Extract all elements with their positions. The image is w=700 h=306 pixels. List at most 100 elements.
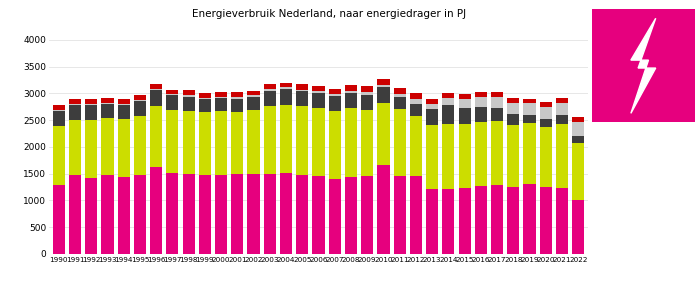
Bar xyxy=(215,92,228,97)
Bar xyxy=(167,173,178,254)
Bar xyxy=(361,95,373,110)
Bar xyxy=(475,186,487,254)
Bar xyxy=(183,95,195,97)
Bar xyxy=(377,79,389,85)
Bar xyxy=(296,90,309,91)
Bar xyxy=(393,176,406,254)
Bar xyxy=(69,175,81,254)
Bar xyxy=(69,99,81,104)
Bar xyxy=(183,111,195,174)
Bar xyxy=(312,91,325,93)
Bar xyxy=(199,93,211,98)
Bar xyxy=(85,99,97,103)
Bar xyxy=(231,112,244,174)
Bar xyxy=(458,188,470,254)
Bar xyxy=(361,92,373,95)
Bar xyxy=(491,185,503,254)
Bar xyxy=(475,107,487,122)
Bar xyxy=(118,105,130,119)
Bar xyxy=(508,103,519,114)
Bar xyxy=(508,114,519,125)
Bar xyxy=(167,110,178,173)
Bar xyxy=(524,123,536,184)
Bar xyxy=(508,186,519,254)
Bar xyxy=(102,98,113,103)
Bar xyxy=(426,188,438,254)
Bar xyxy=(393,109,406,176)
Bar xyxy=(215,111,228,175)
Bar xyxy=(377,88,389,103)
Bar xyxy=(264,106,276,174)
Bar xyxy=(312,93,325,108)
Bar xyxy=(410,103,422,116)
Bar xyxy=(458,99,470,108)
Bar xyxy=(183,97,195,111)
Bar xyxy=(248,97,260,110)
Bar xyxy=(572,143,584,200)
Bar xyxy=(475,97,487,107)
Bar xyxy=(102,118,113,175)
Bar xyxy=(572,118,584,122)
Bar xyxy=(280,88,292,89)
Bar xyxy=(377,103,389,165)
Bar xyxy=(199,98,211,99)
Bar xyxy=(280,89,292,105)
Bar xyxy=(248,91,260,95)
Bar xyxy=(426,109,438,125)
Bar xyxy=(572,122,584,136)
Bar xyxy=(361,86,373,92)
Bar xyxy=(52,185,65,254)
Bar xyxy=(134,101,146,116)
Bar xyxy=(264,174,276,254)
Bar xyxy=(345,177,357,254)
Bar xyxy=(540,102,552,107)
Bar xyxy=(102,175,113,254)
Bar xyxy=(69,104,81,105)
Bar xyxy=(361,110,373,176)
Bar xyxy=(345,91,357,93)
Bar xyxy=(442,105,454,124)
Bar xyxy=(150,167,162,254)
Bar xyxy=(540,127,552,186)
Bar xyxy=(134,100,146,101)
Bar xyxy=(69,120,81,175)
Bar xyxy=(280,83,292,88)
Bar xyxy=(52,126,65,185)
Polygon shape xyxy=(631,18,656,113)
Bar xyxy=(167,95,178,110)
Bar xyxy=(458,124,470,188)
Bar xyxy=(248,110,260,174)
Bar xyxy=(296,175,309,254)
Bar xyxy=(540,119,552,127)
Bar xyxy=(442,124,454,189)
Bar xyxy=(85,103,97,105)
Bar xyxy=(85,120,97,178)
Bar xyxy=(361,176,373,254)
Bar xyxy=(167,90,178,94)
Bar xyxy=(524,115,536,123)
Bar xyxy=(491,108,503,121)
Bar xyxy=(556,103,568,115)
Bar xyxy=(150,88,162,90)
Bar xyxy=(410,93,422,99)
Bar xyxy=(524,184,536,254)
Bar xyxy=(426,104,438,110)
Bar xyxy=(328,96,341,111)
Bar xyxy=(52,110,65,111)
Bar xyxy=(199,112,211,175)
Bar xyxy=(296,91,309,106)
Bar xyxy=(491,97,503,108)
Bar xyxy=(442,98,454,105)
Bar xyxy=(410,176,422,254)
Bar xyxy=(572,136,584,143)
Bar xyxy=(280,105,292,173)
Bar xyxy=(393,97,406,109)
Bar xyxy=(328,94,341,96)
Bar xyxy=(572,200,584,254)
Bar xyxy=(85,178,97,254)
Bar xyxy=(556,115,568,124)
Bar xyxy=(475,92,487,97)
Bar xyxy=(231,99,244,112)
Bar xyxy=(524,103,536,115)
Bar xyxy=(556,124,568,188)
